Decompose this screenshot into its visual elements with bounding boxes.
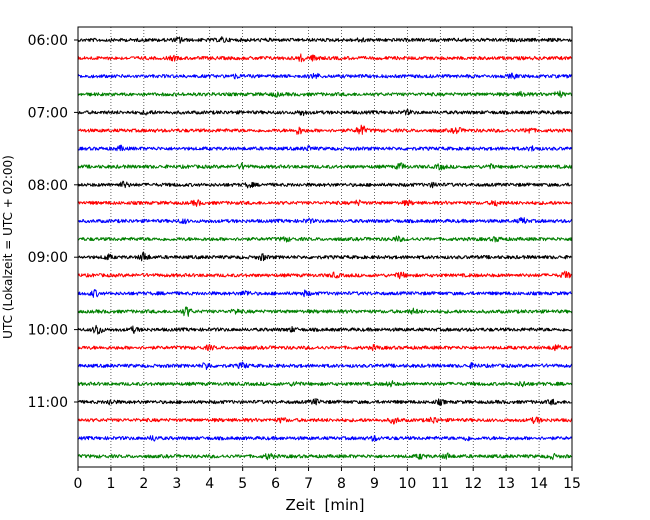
y-axis-ticks: 06:00 07:00 08:00 09:00 10:00 11:00 [28, 33, 78, 411]
x-tick-label: 5 [238, 476, 247, 492]
seismogram-trace [77, 124, 573, 135]
seismogram-trace [77, 380, 573, 388]
y-tick-label: 10:00 [28, 323, 68, 339]
seismogram-trace [77, 90, 573, 99]
seismogram-trace [77, 216, 573, 225]
plot-frame [77, 26, 573, 468]
seismogram-trace [77, 452, 573, 461]
y-tick-label: 09:00 [28, 250, 68, 266]
y-tick-label: 07:00 [28, 105, 68, 121]
seismogram-trace [77, 36, 573, 44]
seismogram-trace [77, 199, 573, 207]
x-tick-label: 14 [530, 476, 548, 492]
seismogram-trace [77, 108, 573, 117]
x-tick-label: 2 [139, 476, 148, 492]
x-tick-label: 12 [464, 476, 482, 492]
y-axis-label: UTC (Lokalzeit = UTC + 02:00) [1, 155, 15, 339]
grid-lines [110, 27, 540, 467]
seismogram-trace [77, 162, 573, 171]
x-tick-label: 8 [337, 476, 346, 492]
seismogram-trace [77, 180, 573, 189]
x-tick-label: 7 [304, 476, 313, 492]
x-tick-label: 3 [172, 476, 181, 492]
seismogram-trace [77, 144, 573, 152]
y-tick-label: 11:00 [28, 395, 68, 411]
seismogram-trace [77, 434, 573, 442]
seismogram-trace [77, 416, 573, 425]
x-tick-label: 11 [431, 476, 449, 492]
x-axis-ticks: 0 1 2 3 4 5 6 7 8 9 10 11 12 13 14 15 [74, 467, 581, 492]
seismogram-trace [77, 306, 573, 317]
seismogram-trace [77, 289, 573, 298]
x-axis-label: Zeit [min] [285, 496, 364, 514]
x-tick-label: 10 [398, 476, 416, 492]
x-tick-label: 6 [271, 476, 280, 492]
seismogram-trace [77, 72, 573, 80]
seismogram-trace [77, 270, 573, 280]
seismogram-trace [77, 324, 573, 335]
seismogram-traces [77, 36, 573, 461]
x-tick-label: 15 [563, 476, 581, 492]
seismogram-trace [77, 235, 573, 243]
seismogram-trace [77, 251, 573, 262]
x-tick-label: 1 [106, 476, 115, 492]
y-tick-label: 08:00 [28, 178, 68, 194]
seismogram-trace [77, 344, 573, 352]
seismogram-trace [77, 53, 573, 63]
y-tick-label: 06:00 [28, 33, 68, 49]
x-tick-label: 4 [205, 476, 214, 492]
x-tick-label: 0 [74, 476, 83, 492]
x-tick-label: 13 [497, 476, 515, 492]
x-tick-label: 9 [370, 476, 379, 492]
seismogram-trace [77, 398, 573, 406]
seismogram-trace [77, 361, 573, 371]
